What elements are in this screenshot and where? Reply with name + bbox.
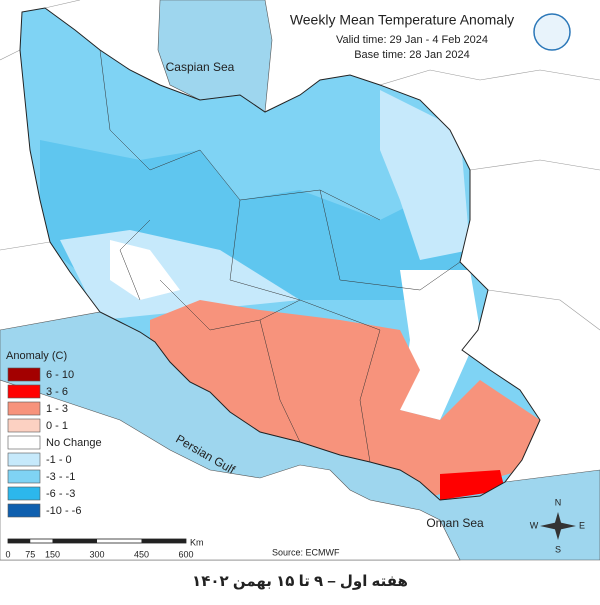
scale-bar: 0 75 150 300 450 600 Km (5, 537, 203, 559)
caspian-label: Caspian Sea (166, 60, 235, 74)
anomaly-no-change (110, 240, 180, 300)
anomaly-slight-cold-east (380, 90, 470, 260)
legend-swatch (7, 384, 41, 399)
scale-unit: Km (190, 537, 204, 547)
legend-label: 3 - 6 (46, 386, 68, 398)
compass-s: S (555, 544, 561, 554)
compass-w: W (530, 520, 539, 530)
base-time: Base time: 28 Jan 2024 (354, 49, 470, 61)
legend-label: -3 - -1 (46, 471, 75, 483)
legend-swatch (7, 418, 41, 433)
scale-bar-segment (8, 539, 31, 543)
legend-swatch (7, 469, 41, 484)
legend-swatch (7, 486, 41, 501)
legend-swatch (7, 435, 41, 450)
oman-sea-label: Oman Sea (426, 516, 484, 530)
logo (533, 13, 571, 51)
legend-label: -10 - -6 (46, 505, 81, 517)
neighbor-borders (0, 0, 600, 331)
scale-tick-label: 75 (25, 549, 35, 559)
legend-swatch (7, 367, 41, 382)
compass-rose (540, 512, 576, 540)
compass-n: N (555, 497, 562, 507)
legend-label: -1 - 0 (46, 454, 72, 466)
scale-tick-label: 300 (89, 549, 104, 559)
scale-tick-label: 0 (5, 549, 10, 559)
caption: هفته اول – ۹ تا ۱۵ بهمن ۱۴۰۲ (192, 573, 408, 590)
compass: N E S W (530, 497, 585, 554)
scale-tick-label: 150 (45, 549, 60, 559)
valid-time: Valid time: 29 Jan - 4 Feb 2024 (336, 34, 488, 46)
legend-label: -6 - -3 (46, 488, 75, 500)
map-title: Weekly Mean Temperature Anomaly (290, 12, 514, 28)
scale-tick-label: 450 (134, 549, 149, 559)
compass-e: E (579, 520, 585, 530)
anomaly-no-change-east (400, 270, 480, 420)
legend-label: No Change (46, 437, 102, 449)
legend-label: 1 - 3 (46, 403, 68, 415)
legend-swatch (7, 503, 41, 518)
legend: 6 - 10 3 - 6 1 - 3 0 - 1 No Change -1 - 0 -3 -… (7, 367, 102, 518)
province-borders (99, 49, 461, 463)
legend-swatch (7, 401, 41, 416)
source: Source: ECMWF (272, 547, 340, 557)
scale-bar-segment (141, 539, 186, 543)
arabian-land (0, 379, 461, 561)
anomaly-warm (150, 300, 540, 500)
legend-label: 0 - 1 (46, 420, 68, 432)
scale-tick-label: 600 (178, 549, 193, 559)
scale-bar-segment (52, 539, 97, 543)
legend-label: 6 - 10 (46, 369, 74, 381)
legend-title: Anomaly (C) (6, 350, 67, 362)
legend-swatch (7, 452, 41, 467)
